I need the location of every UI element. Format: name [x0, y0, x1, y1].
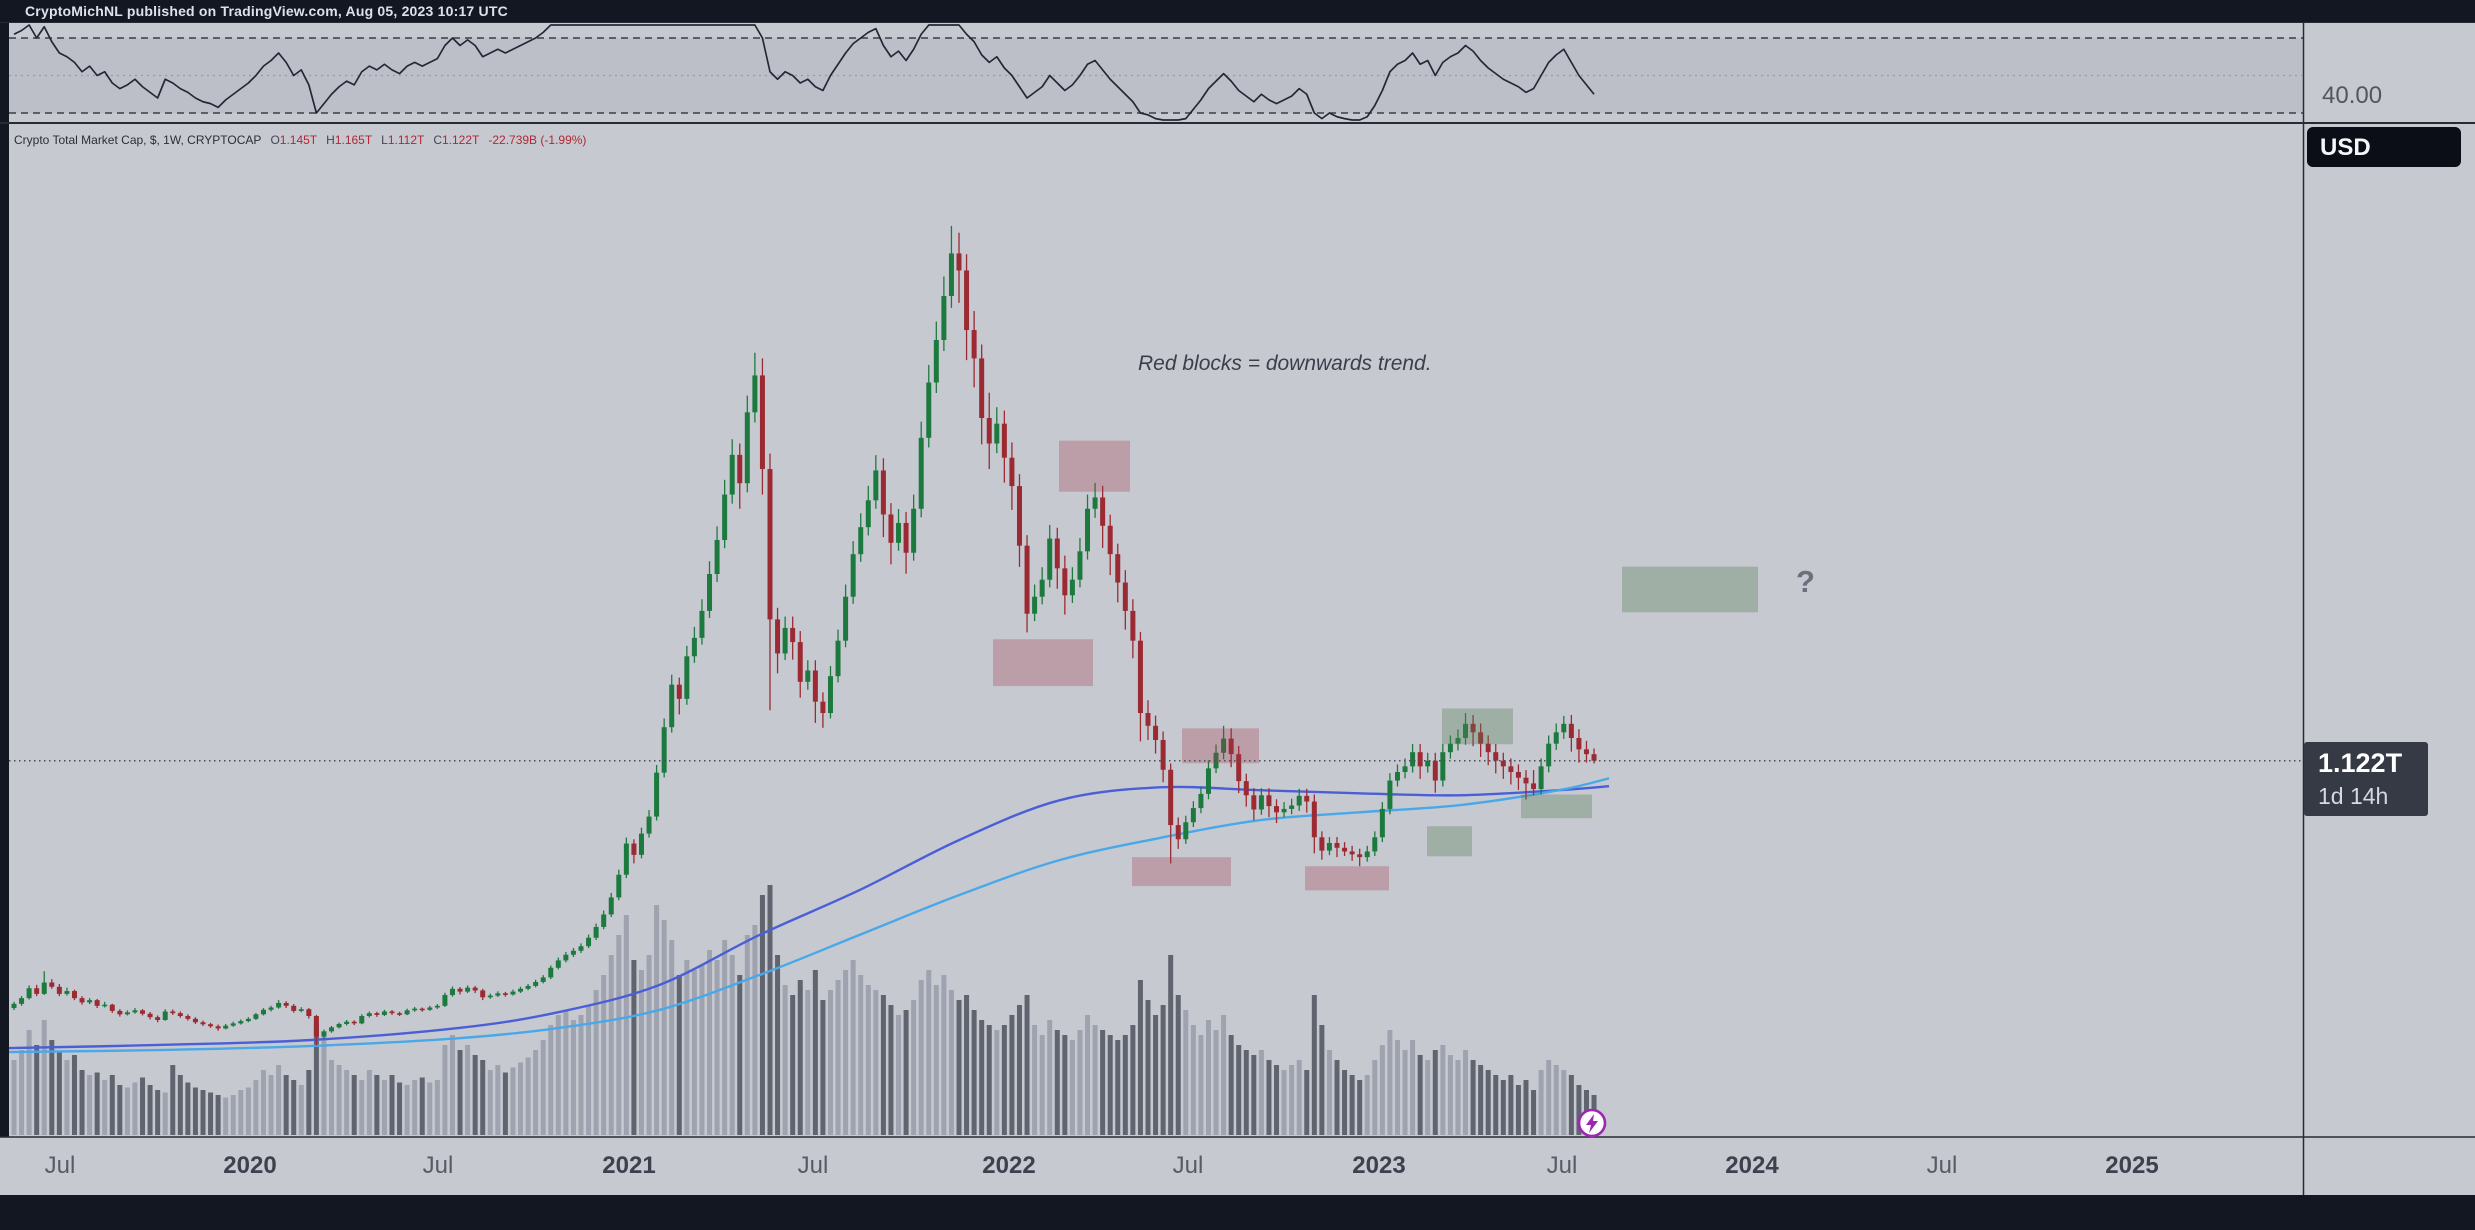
time-axis[interactable]: Jul 2020 Jul 2021 Jul 2022 Jul 2023 Jul 2024 Jul 20…	[0, 1137, 2303, 1195]
currency-label: USD	[2320, 134, 2371, 161]
change-value: -22.739B (-1.99%)	[488, 133, 587, 147]
ohlc-value: 1.165T	[334, 133, 373, 147]
ohlc-values: O1.145T H1.165T L1.112T C1.122T	[261, 133, 479, 147]
time-tick-month: Jul	[1172, 1152, 1204, 1179]
ohlc-key: O	[270, 133, 280, 147]
time-tick-month: Jul	[1926, 1152, 1958, 1179]
time-tick-year: 2021	[602, 1152, 656, 1179]
ohlc-value: 1.112T	[387, 133, 425, 147]
bar-countdown: 1d 14h	[2318, 782, 2389, 809]
time-tick-month: Jul	[797, 1152, 829, 1179]
rsi-last-value-label: 40.00	[2322, 82, 2383, 109]
last-price-value: 1.122T	[2318, 747, 2403, 778]
time-tick-year: 2020	[223, 1152, 277, 1179]
publish-header-bar: CryptoMichNL published on TradingView.co…	[0, 0, 2475, 22]
time-tick-month: Jul	[422, 1152, 454, 1179]
ohlc-key: L	[381, 133, 388, 147]
time-tick-year: 2023	[1352, 1152, 1406, 1179]
ohlc-key: H	[326, 133, 335, 147]
time-tick-year: 2022	[982, 1152, 1036, 1179]
time-tick-month: Jul	[1546, 1152, 1578, 1179]
price-axis[interactable]: 3T2.75T2.5T2.25T2T1.75T1.5T1.25T750B500B…	[2303, 124, 2475, 1137]
chart-annotation-note: Red blocks = downwards trend.	[1138, 352, 1432, 375]
time-tick-year: 2024	[1725, 1152, 1779, 1179]
publisher-attribution-text: CryptoMichNL published on TradingView.co…	[25, 3, 508, 19]
symbol-title: Crypto Total Market Cap, $, 1W, CRYPTOCA…	[14, 133, 262, 147]
currency-badge[interactable]: USD	[2307, 127, 2461, 167]
ohlc-value: 1.145T	[279, 133, 318, 147]
ohlc-key: C	[433, 133, 442, 147]
chart-background[interactable]	[0, 22, 2475, 1195]
ohlc-value: 1.122T	[442, 133, 480, 147]
footer-bar: TradingView	[0, 1195, 2475, 1230]
symbol-legend[interactable]: Crypto Total Market Cap, $, 1W, CRYPTOCA…	[14, 133, 586, 147]
time-tick-month: Jul	[44, 1152, 76, 1179]
last-price-tag: 1.122T 1d 14h	[2304, 741, 2428, 816]
question-mark-annotation: ?	[1796, 564, 1815, 599]
time-tick-year: 2025	[2105, 1152, 2159, 1179]
